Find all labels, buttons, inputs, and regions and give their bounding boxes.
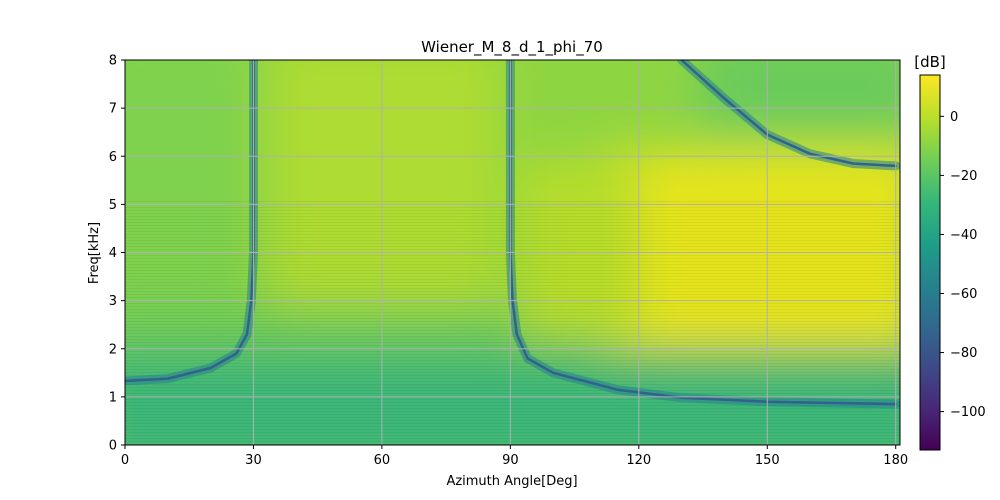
colorbar-tick-label: 0 [950, 110, 958, 125]
x-axis-ticks: 0 30 60 90 120 150 180 [121, 445, 908, 468]
null-curve [509, 60, 897, 406]
x-tick-label: 90 [502, 453, 519, 468]
y-tick-label: 7 [109, 102, 117, 117]
x-tick-label: 0 [121, 453, 129, 468]
colorbar-tick-label: −60 [950, 287, 977, 302]
x-tick-label: 30 [245, 453, 262, 468]
colorbar-tick-label: −40 [950, 228, 977, 243]
colorbar-ticks: 0 −20 −40 −60 −80 −100 [940, 110, 986, 420]
x-tick-label: 60 [374, 453, 391, 468]
colorbar-gradient [919, 74, 941, 451]
y-tick-label: 3 [109, 294, 117, 309]
colorbar-tick-label: −100 [950, 405, 986, 420]
y-axis-ticks: 0 1 2 3 4 5 6 7 8 [109, 54, 125, 454]
field-upper-right [700, 60, 900, 130]
colorbar: [dB] 0 −20 −40 −60 −80 −100 [914, 53, 986, 451]
colorbar-label: [dB] [914, 53, 946, 71]
y-tick-label: 0 [109, 439, 117, 454]
y-tick-label: 8 [109, 54, 117, 69]
y-tick-label: 4 [109, 246, 117, 261]
heatmap-plot-area [125, 60, 900, 445]
chart-title: Wiener_M_8_d_1_phi_70 [421, 38, 603, 57]
colorbar-tick-label: −80 [950, 346, 977, 361]
y-tick-label: 5 [109, 198, 117, 213]
y-tick-label: 1 [109, 390, 117, 405]
x-tick-label: 150 [755, 453, 780, 468]
y-axis-label: Freq[kHz] [87, 222, 102, 284]
null-curve [680, 60, 897, 168]
x-axis-label: Azimuth Angle[Deg] [446, 474, 577, 489]
x-tick-label: 180 [883, 453, 908, 468]
y-tick-label: 6 [109, 150, 117, 165]
y-tick-label: 2 [109, 342, 117, 357]
colorbar-tick-label: −20 [950, 169, 977, 184]
x-tick-label: 120 [626, 453, 651, 468]
